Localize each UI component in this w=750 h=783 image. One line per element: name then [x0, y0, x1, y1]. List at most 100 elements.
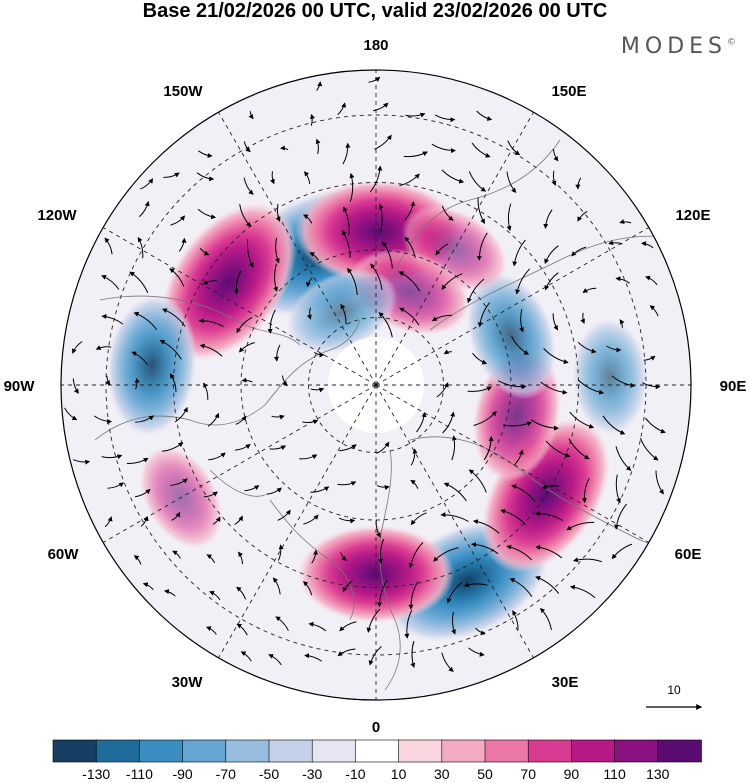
- wind-arrow: [171, 511, 181, 521]
- wind-arrow: [509, 578, 533, 597]
- wind-arrow: [540, 607, 552, 631]
- wind-arrow: [540, 381, 568, 395]
- wind-arrow: [582, 287, 597, 293]
- wind-arrow: [342, 142, 351, 165]
- wind-arrow: [169, 268, 185, 287]
- wind-arrow: [577, 341, 597, 354]
- wind-arrow: [302, 419, 319, 425]
- wind-arrow: [235, 415, 247, 425]
- wind-arrow: [606, 345, 622, 353]
- wind-arrow: [442, 411, 456, 434]
- wind-arrow: [568, 438, 590, 460]
- wind-arrow: [463, 582, 488, 588]
- wind-arrow: [577, 379, 605, 395]
- wind-arrow: [641, 241, 654, 249]
- wind-arrow: [268, 654, 282, 666]
- wind-arrow: [129, 271, 149, 294]
- colorbar-tick-label: 30: [434, 766, 450, 782]
- wind-arrow: [203, 491, 218, 498]
- wind-arrow: [137, 236, 144, 259]
- wind-arrow: [434, 114, 456, 123]
- wind-arrow: [512, 610, 519, 630]
- wind-arrow: [467, 386, 492, 392]
- colorbar-swatch: [95, 739, 141, 763]
- colorbar-tick-label: -50: [259, 766, 279, 782]
- wind-arrow: [441, 169, 465, 184]
- wind-arrow: [433, 547, 459, 562]
- wind-arrow: [368, 646, 382, 666]
- wind-arrow: [410, 512, 427, 526]
- wind-arrow: [566, 521, 595, 531]
- wind-arrow: [507, 140, 521, 156]
- vector-reference: 10: [646, 683, 703, 710]
- wind-arrow: [170, 478, 188, 486]
- wind-arrow: [373, 102, 389, 112]
- wind-arrow: [133, 311, 158, 331]
- wind-arrow: [347, 267, 358, 296]
- wind-arrow: [575, 177, 582, 190]
- wind-arrow: [500, 508, 526, 525]
- wind-arrow: [408, 581, 419, 610]
- wind-arrow: [310, 486, 330, 493]
- wind-arrow: [368, 76, 381, 83]
- wind-arrow: [209, 590, 221, 601]
- wind-arrow: [476, 110, 493, 121]
- colorbar-swatch: [311, 739, 357, 763]
- wind-arrow: [506, 203, 512, 232]
- wind-arrow: [483, 435, 494, 461]
- wind-arrow: [163, 589, 176, 597]
- wind-arrow: [208, 452, 226, 461]
- anomaly-center-5: [297, 525, 455, 623]
- wind-arrow: [299, 454, 318, 460]
- wind-arrow: [248, 111, 254, 120]
- colorbar-tick-label: -10: [345, 766, 365, 782]
- wind-arrow: [202, 279, 217, 285]
- wind-arrow: [471, 142, 491, 158]
- colorbar-tick-label: -30: [302, 766, 322, 782]
- wind-arrow: [441, 652, 454, 672]
- wind-arrow: [472, 519, 500, 534]
- wind-arrow: [506, 544, 533, 561]
- wind-arrow: [467, 278, 485, 304]
- colorbar-tick-label: 50: [477, 766, 493, 782]
- wind-arrow: [72, 378, 79, 394]
- lon-label-120w: 120W: [37, 207, 77, 224]
- wind-arrow: [405, 112, 426, 118]
- wind-arrow: [172, 550, 181, 559]
- wind-arrow: [571, 246, 587, 257]
- wind-arrow: [374, 134, 392, 150]
- wind-arrow: [343, 206, 350, 235]
- lon-label-150e: 150E: [551, 83, 586, 100]
- wind-arrow: [398, 271, 421, 292]
- anomaly-center-13: [285, 269, 398, 355]
- wind-arrow: [543, 209, 553, 229]
- wind-arrow: [174, 406, 188, 423]
- wind-arrow: [416, 411, 427, 433]
- colorbar-swatch: [52, 739, 98, 763]
- wind-arrow: [410, 479, 419, 489]
- wind-arrow: [381, 241, 393, 269]
- wind-arrow: [162, 442, 184, 452]
- wind-arrow: [535, 544, 563, 559]
- wind-arrow: [277, 544, 284, 561]
- colorbar-tick-label: 110: [603, 766, 626, 782]
- wind-arrow: [203, 382, 209, 400]
- wind-arrow: [443, 482, 467, 502]
- wind-arrow: [577, 210, 588, 222]
- colorbar-swatch: [527, 739, 573, 763]
- lon-label-30e: 30E: [552, 674, 579, 691]
- wind-arrow: [645, 275, 658, 286]
- colorbar-tick-label: 90: [564, 766, 580, 782]
- wind-arrow: [573, 557, 603, 563]
- colorbar-tick-label: -70: [216, 766, 236, 782]
- wind-arrow: [468, 469, 487, 493]
- lon-label-120e: 120E: [675, 207, 710, 224]
- wind-arrow: [446, 582, 462, 604]
- colorbar-tick-label: 130: [646, 766, 670, 782]
- wind-arrow: [398, 307, 420, 326]
- wind-arrow: [544, 272, 559, 291]
- wind-arrow: [535, 575, 560, 594]
- wind-arrow: [342, 580, 353, 593]
- wind-arrow: [511, 484, 536, 502]
- wind-arrow: [369, 165, 383, 193]
